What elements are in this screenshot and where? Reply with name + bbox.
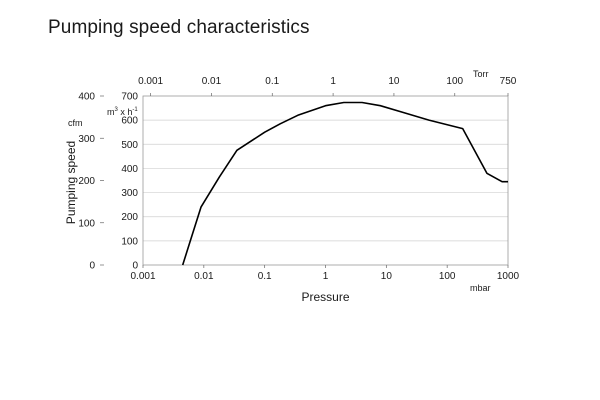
- left-axis-unit: cfm: [68, 118, 83, 128]
- y-left-tick-label: 300: [78, 134, 95, 145]
- y-left-tick-label: 400: [78, 92, 95, 103]
- y-right-tick-label: 500: [121, 140, 138, 151]
- top-tick-label: 750: [500, 76, 517, 87]
- top-tick-label: 0.01: [202, 76, 222, 87]
- x-tick-label: 1000: [497, 271, 520, 282]
- y-right-tick-label: 0: [132, 261, 138, 272]
- top-tick-label: 10: [388, 76, 400, 87]
- top-tick-label: 1: [330, 76, 336, 87]
- grid-lines: [143, 119, 508, 242]
- y-left-tick-label: 200: [78, 176, 95, 187]
- y-axis-title: Pumping speed: [64, 141, 78, 224]
- y-right-tick-label: 400: [121, 164, 138, 175]
- x-tick-label: 0.1: [258, 271, 272, 282]
- y-left-tick-label: 0: [89, 261, 95, 272]
- x-axis-unit: mbar: [470, 283, 491, 293]
- x-tick-label: 1: [323, 271, 329, 282]
- right-axis-unit: m3 x h-1: [107, 107, 138, 117]
- x-tick-label: 10: [381, 271, 393, 282]
- top-tick-label: 100: [446, 76, 463, 87]
- x-axis-title: Pressure: [301, 290, 349, 304]
- y-right-tick-label: 700: [121, 92, 138, 103]
- page-title: Pumping speed characteristics: [48, 17, 310, 38]
- x-tick-label: 0.001: [130, 271, 155, 282]
- y-right-tick-label: 300: [121, 188, 138, 199]
- pumping-speed-curve: [181, 101, 508, 266]
- y-right-tick-label: 600: [121, 116, 138, 127]
- top-axis-unit: Torr: [473, 69, 489, 79]
- top-tick-label: 0.1: [265, 76, 279, 87]
- x-tick-label: 0.01: [194, 271, 214, 282]
- x-tick-label: 100: [439, 271, 456, 282]
- y-right-tick-label: 100: [121, 236, 138, 247]
- top-tick-label: 0.001: [138, 76, 163, 87]
- plot-frame: [142, 95, 509, 266]
- y-left-tick-label: 100: [78, 218, 95, 229]
- y-right-tick-label: 200: [121, 212, 138, 223]
